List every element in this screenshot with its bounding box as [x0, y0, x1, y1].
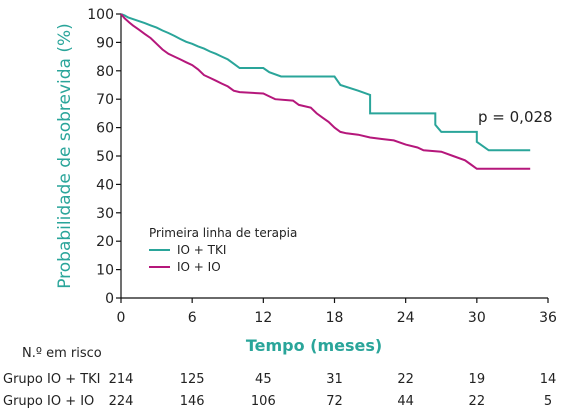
- curve-io-tki: [120, 13, 531, 152]
- x-ticks: 0 6 12 18 24 30 36: [117, 298, 557, 326]
- risk-value: 5: [544, 394, 552, 409]
- risk-value: 22: [469, 394, 486, 409]
- risk-row-label-io-io: Grupo IO + IO: [3, 394, 94, 409]
- y-tick-label: 100: [87, 7, 114, 23]
- y-tick-label: 90: [96, 35, 114, 51]
- y-tick-label: 80: [96, 64, 114, 80]
- x-tick-label: 36: [539, 310, 557, 326]
- y-tick-label: 30: [96, 206, 114, 222]
- risk-value: 224: [109, 394, 134, 409]
- risk-value: 19: [469, 372, 486, 387]
- x-tick-label: 30: [468, 310, 486, 326]
- risk-value: 72: [326, 394, 343, 409]
- legend-label-io-tki: IO + TKI: [177, 243, 226, 257]
- risk-value: 146: [180, 394, 205, 409]
- y-tick-label: 20: [96, 234, 114, 250]
- y-tick-label: 10: [96, 263, 114, 279]
- legend: Primeira linha de terapia IO + TKI IO + …: [149, 226, 297, 274]
- y-tick-label: 0: [105, 291, 114, 307]
- y-tick-label: 60: [96, 121, 114, 137]
- curve-io-io: [120, 13, 531, 170]
- legend-title: Primeira linha de terapia: [149, 226, 297, 240]
- risk-value: 214: [109, 372, 134, 387]
- survival-curves: [120, 13, 531, 170]
- risk-value: 14: [540, 372, 557, 387]
- x-tick-label: 6: [188, 310, 197, 326]
- y-ticks: 0 10 20 30 40 50 60 70 80 90 100: [87, 7, 121, 307]
- risk-values: 214 125 45 31 22 19 14 224 146 106 72 44 22 5: [109, 372, 557, 409]
- risk-value: 106: [251, 394, 276, 409]
- y-tick-label: 70: [96, 92, 114, 108]
- p-value-annotation: p = 0,028: [478, 108, 553, 126]
- x-tick-label: 24: [397, 310, 415, 326]
- y-axis-label: Probabilidade de sobrevida (%): [55, 23, 75, 289]
- risk-value: 45: [255, 372, 272, 387]
- x-tick-label: 18: [326, 310, 344, 326]
- risk-table-title: N.º em risco: [22, 346, 102, 361]
- x-tick-label: 12: [254, 310, 272, 326]
- x-axis-label: Tempo (meses): [246, 336, 382, 355]
- x-tick-label: 0: [117, 310, 126, 326]
- risk-value: 22: [397, 372, 414, 387]
- risk-row-label-io-tki: Grupo IO + TKI: [3, 372, 101, 387]
- y-tick-label: 50: [96, 149, 114, 165]
- risk-value: 44: [397, 394, 414, 409]
- y-tick-label: 40: [96, 177, 114, 193]
- risk-value: 125: [180, 372, 205, 387]
- risk-value: 31: [326, 372, 343, 387]
- risk-table: N.º em risco Grupo IO + TKI Grupo IO + I…: [3, 346, 556, 409]
- legend-label-io-io: IO + IO: [177, 260, 221, 274]
